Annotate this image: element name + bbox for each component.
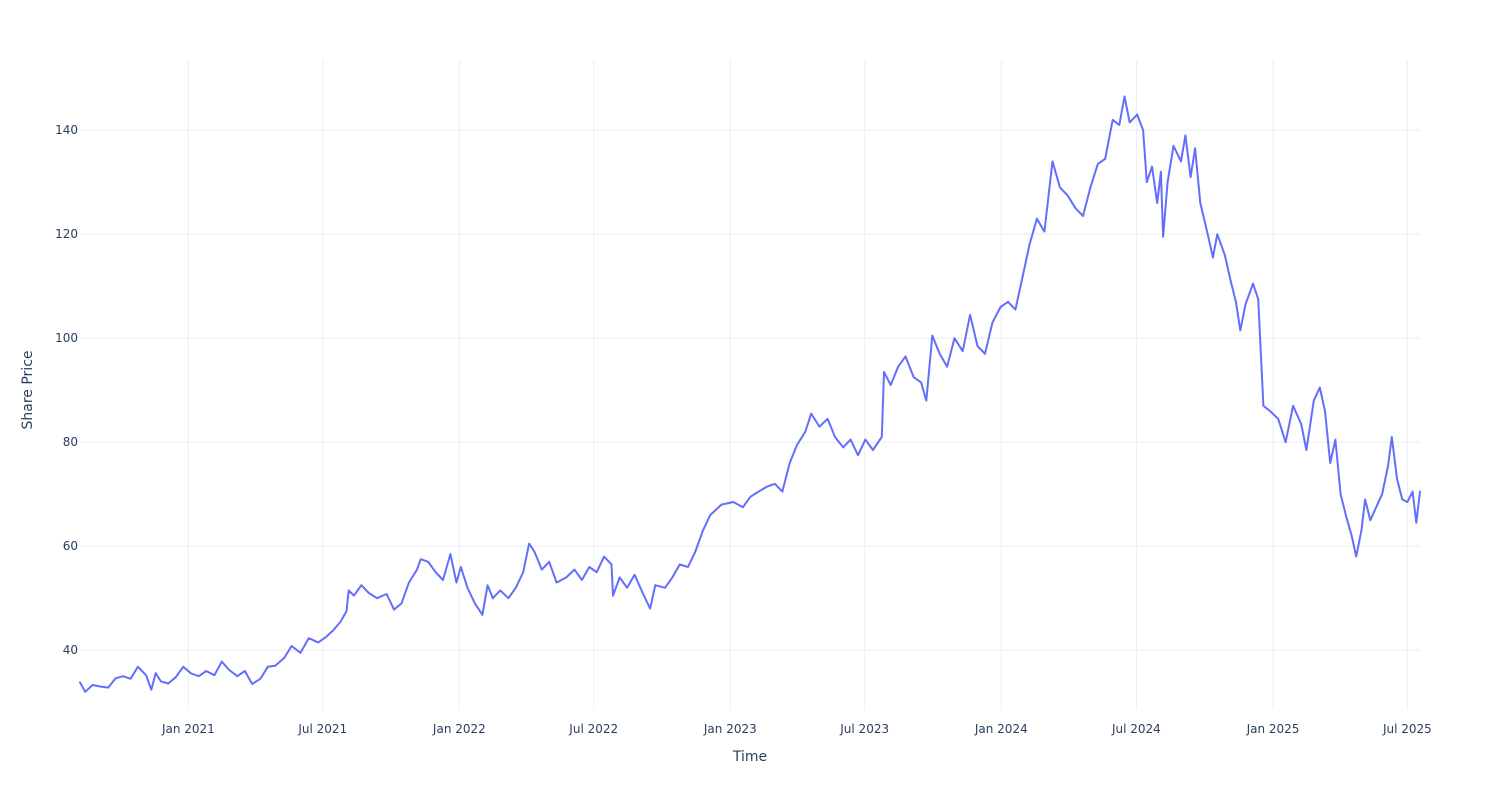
x-tick-label: Jul 2024	[1111, 722, 1161, 736]
x-tick-label: Jul 2023	[839, 722, 889, 736]
series-layer	[79, 95, 1421, 693]
x-tick-label: Jul 2025	[1382, 722, 1432, 736]
share-price-line	[79, 95, 1421, 693]
tick-layer: 40 60 80 100 120 140 Jan 2021 Jul 2021 Jan 2022 J…	[55, 123, 1432, 736]
x-axis-title: Time	[732, 749, 767, 765]
y-tick-label: 60	[63, 539, 78, 553]
y-tick-label: 80	[63, 435, 78, 449]
grid-layer	[80, 60, 1420, 710]
x-tick-label: Jul 2021	[297, 722, 347, 736]
x-tick-label: Jul 2022	[568, 722, 618, 736]
y-tick-label: 100	[55, 331, 78, 345]
x-tick-label: Jan 2021	[161, 722, 215, 736]
y-tick-label: 140	[55, 123, 78, 137]
x-tick-label: Jan 2022	[432, 722, 486, 736]
x-tick-label: Jan 2025	[1246, 722, 1300, 736]
x-tick-label: Jan 2023	[703, 722, 757, 736]
y-tick-label: 120	[55, 227, 78, 241]
x-tick-label: Jan 2024	[974, 722, 1028, 736]
y-tick-label: 40	[63, 643, 78, 657]
y-axis-title: Share Price	[20, 350, 36, 429]
